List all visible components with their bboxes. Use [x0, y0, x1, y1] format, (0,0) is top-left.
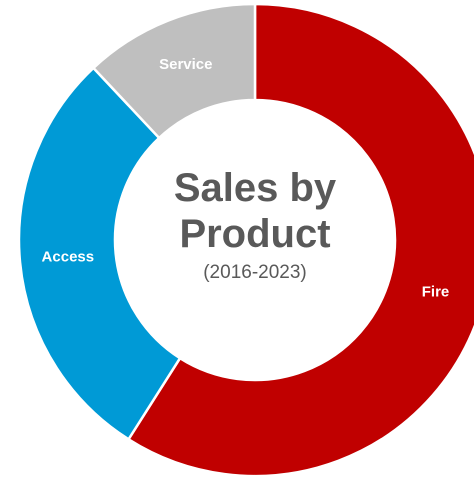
donut-segment	[17, 66, 182, 441]
donut-segment	[91, 2, 257, 140]
chart-title: Sales by Product	[173, 166, 337, 256]
segment-label: Service	[159, 56, 212, 73]
segment-label: Fire	[422, 283, 450, 300]
chart-subtitle: (2016-2023)	[203, 262, 307, 283]
donut-segment	[126, 2, 474, 478]
segment-label: Access	[42, 249, 95, 266]
